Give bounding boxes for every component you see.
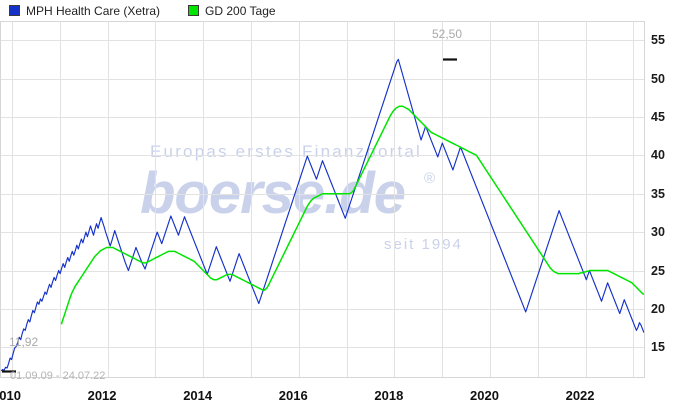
x-axis-tick-label: 2010 (0, 388, 21, 403)
y-axis-tick-label: 25 (651, 263, 665, 278)
y-axis-tick-label: 40 (651, 148, 665, 163)
y-axis-tick-label: 20 (651, 301, 665, 316)
chart-legend: MPH Health Care (Xetra) GD 200 Tage (0, 0, 675, 21)
moving-average-line (60, 105, 645, 325)
legend-label-price: MPH Health Care (Xetra) (26, 3, 161, 18)
x-axis-tick-label: 2018 (374, 388, 404, 403)
y-axis-tick-label: 55 (651, 33, 665, 48)
y-axis-tick-label: 35 (651, 186, 665, 201)
min-value-label: 11,92 (9, 335, 39, 349)
legend-item-moving-average[interactable]: GD 200 Tage (188, 5, 276, 17)
date-range-label: 01.09.09 - 24.07.22 (10, 370, 106, 382)
y-axis-tick-label: 15 (651, 340, 665, 355)
plot-border (0, 21, 645, 378)
max-value-label: 52,50 (432, 27, 463, 41)
legend-label-moving-average: GD 200 Tage (205, 3, 276, 18)
x-axis-tick-label: 2022 (565, 388, 595, 403)
green-square-marker-icon (188, 5, 200, 16)
y-axis-tick-label: 45 (651, 109, 665, 124)
price-line (0, 58, 645, 372)
blue-square-marker-icon (9, 5, 20, 16)
chart-canvas (0, 21, 645, 378)
x-axis-tick-label: 2012 (87, 388, 117, 403)
y-axis-tick-label: 50 (651, 71, 665, 86)
legend-item-price[interactable]: MPH Health Care (Xetra) (9, 5, 160, 17)
x-axis-tick-label: 2020 (470, 388, 499, 403)
x-axis-tick-label: 2016 (278, 388, 308, 403)
y-axis-tick-label: 30 (651, 225, 665, 240)
x-axis-tick-label: 2014 (183, 388, 213, 403)
chart-plot-area (0, 21, 645, 378)
